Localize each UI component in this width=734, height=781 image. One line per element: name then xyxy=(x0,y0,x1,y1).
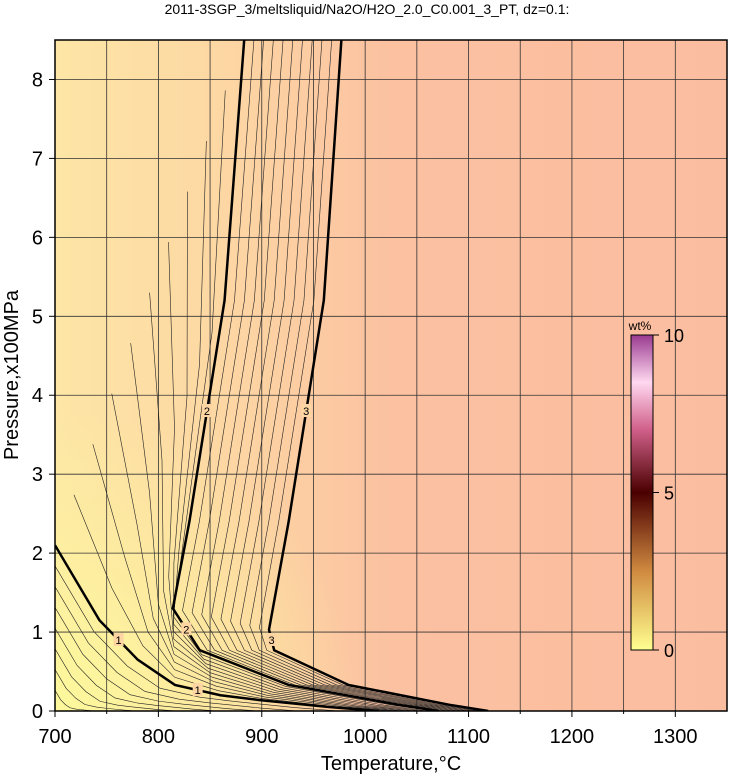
x-tick-label: 1200 xyxy=(550,726,595,748)
thin-contour xyxy=(201,40,454,711)
thin-contour xyxy=(211,40,459,711)
thin-contour xyxy=(191,40,449,711)
contour-label: 2 xyxy=(183,624,189,636)
colorbar-tick-label: 0 xyxy=(664,641,674,661)
contour-label: 1 xyxy=(195,685,201,697)
thin-contour xyxy=(55,565,339,711)
colorbar-tick-label: 10 xyxy=(664,326,684,346)
x-tick-label: 900 xyxy=(245,726,278,748)
thin-contour xyxy=(220,40,464,711)
x-tick-label: 1000 xyxy=(343,726,388,748)
thin-contour xyxy=(55,669,136,711)
contour-label-bg xyxy=(113,632,124,646)
thin-contour xyxy=(55,648,177,711)
field-corner xyxy=(55,40,727,711)
contour-label: 3 xyxy=(269,635,275,647)
thin-contour xyxy=(239,40,474,711)
x-axis-label: Temperature,°C xyxy=(321,753,461,775)
frame xyxy=(54,39,728,712)
thin-contour xyxy=(172,141,427,711)
y-tick-label: 2 xyxy=(32,543,43,565)
thin-contour xyxy=(249,40,479,711)
y-tick-label: 3 xyxy=(32,464,43,486)
y-axis-label: Pressure,x100MPa xyxy=(1,289,23,460)
thin-contour xyxy=(130,343,403,711)
contour-label: 1 xyxy=(116,635,122,647)
thin-contour xyxy=(172,90,433,711)
thin-contour xyxy=(55,627,217,711)
colorbar xyxy=(630,334,654,651)
thin-contour xyxy=(168,242,415,711)
thin-contour xyxy=(230,40,469,711)
contour-label: 3 xyxy=(303,406,309,418)
y-tick-label: 0 xyxy=(32,701,43,723)
x-tick-label: 1100 xyxy=(447,726,490,748)
contour-label-bg xyxy=(301,404,312,418)
thin-contour xyxy=(173,191,421,711)
thin-contour xyxy=(55,586,298,711)
y-tick-label: 7 xyxy=(32,148,43,170)
contour-label-bg xyxy=(266,632,277,646)
thin-contour xyxy=(111,393,397,711)
contour-label-bg xyxy=(201,404,212,418)
y-tick-label: 6 xyxy=(32,227,43,249)
x-tick-label: 700 xyxy=(38,726,71,748)
x-tick-label: 1300 xyxy=(653,726,698,748)
thin-contour xyxy=(92,444,391,711)
thin-contour xyxy=(149,292,409,711)
contour-label: 2 xyxy=(204,406,210,418)
colorbar-label: wt% xyxy=(628,319,652,333)
y-tick-label: 8 xyxy=(32,69,43,91)
contour-label-bg xyxy=(181,622,192,636)
y-tick-label: 1 xyxy=(32,622,43,644)
y-tick-label: 4 xyxy=(32,385,43,407)
thin-contour xyxy=(55,607,258,711)
colorbar-tick-label: 5 xyxy=(664,484,674,504)
x-tick-label: 800 xyxy=(142,726,175,748)
y-tick-label: 5 xyxy=(32,306,43,328)
contour-label-bg xyxy=(192,683,203,697)
chart-title: 2011-3SGP_3/meltsliquid/Na2O/H2O_2.0_C0.… xyxy=(165,1,570,17)
